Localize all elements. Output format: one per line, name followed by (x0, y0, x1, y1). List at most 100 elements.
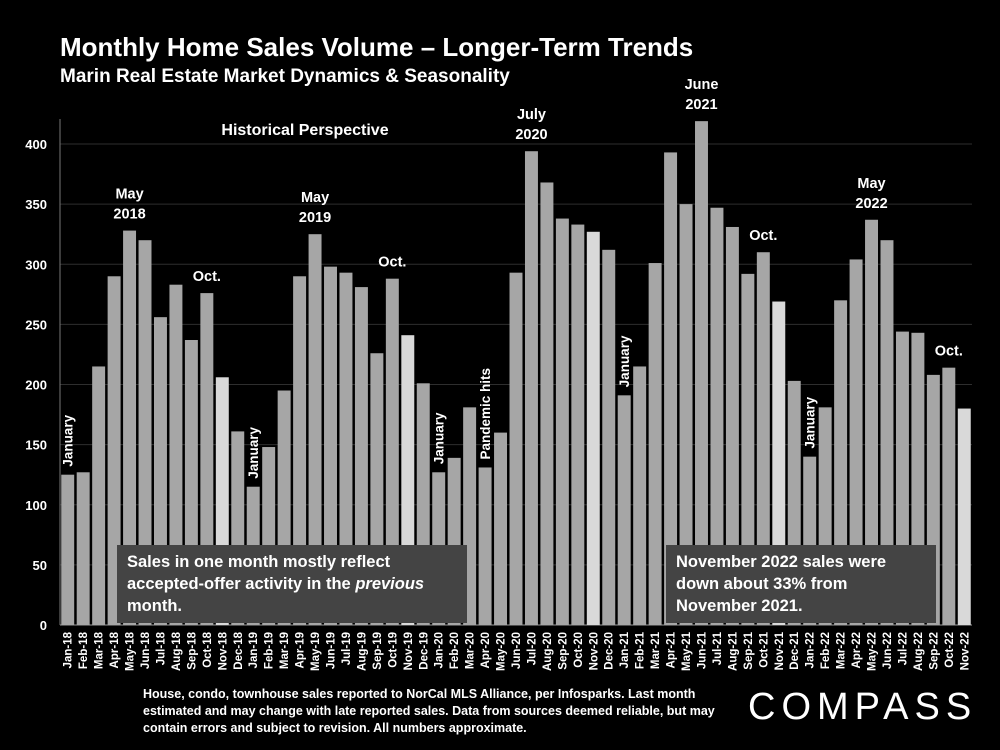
x-tick-label: Jan-22 (805, 632, 817, 668)
inset-label: Historical Perspective (221, 122, 388, 139)
annotation-label: Oct. (935, 344, 963, 360)
annotation-label: January (61, 414, 76, 466)
annotation-label: 2020 (515, 127, 547, 143)
annotation-label: May (857, 176, 885, 192)
x-tick-label: Aug-18 (171, 631, 183, 671)
bar (586, 231, 600, 625)
note-right-text: November 2022 sales were down about 33% … (676, 553, 887, 615)
x-tick-label: Jul-19 (341, 632, 353, 665)
annotation-label: May (301, 190, 329, 206)
annotation-label: Oct. (378, 255, 406, 271)
bar (664, 152, 678, 626)
bar (509, 272, 523, 625)
y-tick-label: 300 (25, 257, 47, 272)
x-tick-label: Oct-21 (758, 631, 770, 667)
bar (957, 408, 971, 625)
compass-logo: COMPASS (748, 686, 978, 728)
x-tick-label: Jul-20 (526, 632, 538, 665)
annotation-label: June (685, 77, 719, 93)
bar (478, 467, 492, 625)
bar (354, 287, 368, 625)
x-tick-label: Jul-18 (155, 631, 167, 665)
x-tick-label: Feb-22 (820, 632, 832, 669)
bar (169, 284, 183, 625)
annotation-label: Oct. (749, 228, 777, 244)
x-tick-label: Mar-22 (836, 632, 848, 669)
x-tick-label: Nov-19 (403, 632, 415, 670)
bar (633, 366, 647, 625)
y-tick-label: 400 (25, 137, 47, 152)
x-tick-label: Dec-19 (418, 632, 430, 670)
footnote: House, condo, townhouse sales reported t… (143, 687, 715, 735)
bar (602, 249, 616, 625)
y-tick-label: 200 (25, 378, 47, 393)
bar (834, 300, 848, 625)
bar (107, 276, 121, 625)
annotation-label: Pandemic hits (478, 368, 493, 460)
x-tick-label: Apr-22 (851, 632, 863, 668)
bar (772, 301, 786, 625)
bar (695, 121, 708, 625)
x-tick-label: May-19 (310, 632, 322, 671)
bar (339, 272, 353, 625)
note-box-left: Sales in one month mostly reflect accept… (117, 545, 467, 623)
x-tick-label: Mar-20 (465, 632, 477, 669)
y-tick-label: 100 (25, 498, 47, 513)
x-tick-label: May-18 (125, 631, 137, 671)
x-tick-label: Aug-19 (356, 632, 368, 671)
x-tick-label: Feb-18 (78, 631, 90, 669)
x-tick-label: Sep-22 (928, 632, 940, 670)
bar (138, 240, 152, 625)
bar (849, 259, 863, 625)
x-tick-label: Jun-20 (511, 632, 523, 669)
bar (756, 252, 770, 625)
x-tick-label: May-22 (867, 632, 879, 671)
annotation-label: 2022 (855, 196, 887, 212)
annotation-label: January (617, 335, 632, 387)
x-tick-label: Oct-19 (387, 632, 399, 668)
x-tick-label: Sep-20 (557, 632, 569, 670)
x-tick-label: Jun-19 (326, 632, 338, 669)
x-tick-label: Jun-22 (882, 632, 894, 669)
bar (494, 432, 508, 625)
note-left-part1: Sales in one month mostly reflect accept… (127, 553, 391, 593)
annotation-label: 2018 (113, 207, 145, 223)
x-tick-label: Mar-21 (650, 631, 662, 669)
y-tick-label: 150 (25, 438, 47, 453)
x-tick-label: Jul-22 (897, 632, 909, 665)
bar (61, 474, 75, 625)
y-tick-label: 250 (25, 317, 47, 332)
bar (571, 224, 585, 625)
bar (200, 293, 214, 625)
y-tick-label: 350 (25, 197, 47, 212)
x-tick-label: Jun-21 (696, 631, 708, 669)
x-tick-label: Nov-22 (959, 632, 971, 670)
x-tick-label: Nov-21 (774, 631, 786, 670)
x-tick-label: Feb-21 (635, 631, 647, 669)
x-tick-label: Nov-20 (588, 632, 600, 670)
bar (648, 263, 662, 625)
x-tick-label: Aug-21 (727, 631, 739, 671)
x-tick-label: Dec-20 (604, 632, 616, 670)
annotation-label: July (517, 107, 546, 123)
x-tick-label: Nov-18 (217, 631, 229, 670)
x-tick-label: Feb-19 (264, 632, 276, 669)
bar (942, 367, 956, 625)
bar (617, 395, 631, 625)
bar (880, 240, 894, 625)
x-tick-label: Jan-19 (248, 632, 260, 668)
note-left-part2: month. (127, 597, 182, 615)
bar (293, 276, 307, 625)
x-tick-label: Oct-22 (944, 632, 956, 668)
y-tick-label: 50 (33, 558, 47, 573)
x-tick-label: May-20 (496, 632, 508, 671)
note-box-right: November 2022 sales were down about 33% … (666, 545, 936, 623)
x-tick-label: Aug-20 (542, 632, 554, 671)
note-left-emphasis: previous (355, 575, 425, 593)
x-tick-label: Jan-21 (619, 631, 631, 668)
bar (524, 151, 538, 625)
bar (725, 226, 739, 625)
x-tick-label: Apr-20 (480, 632, 492, 668)
bar (865, 219, 879, 625)
x-tick-label: Feb-20 (449, 632, 461, 669)
